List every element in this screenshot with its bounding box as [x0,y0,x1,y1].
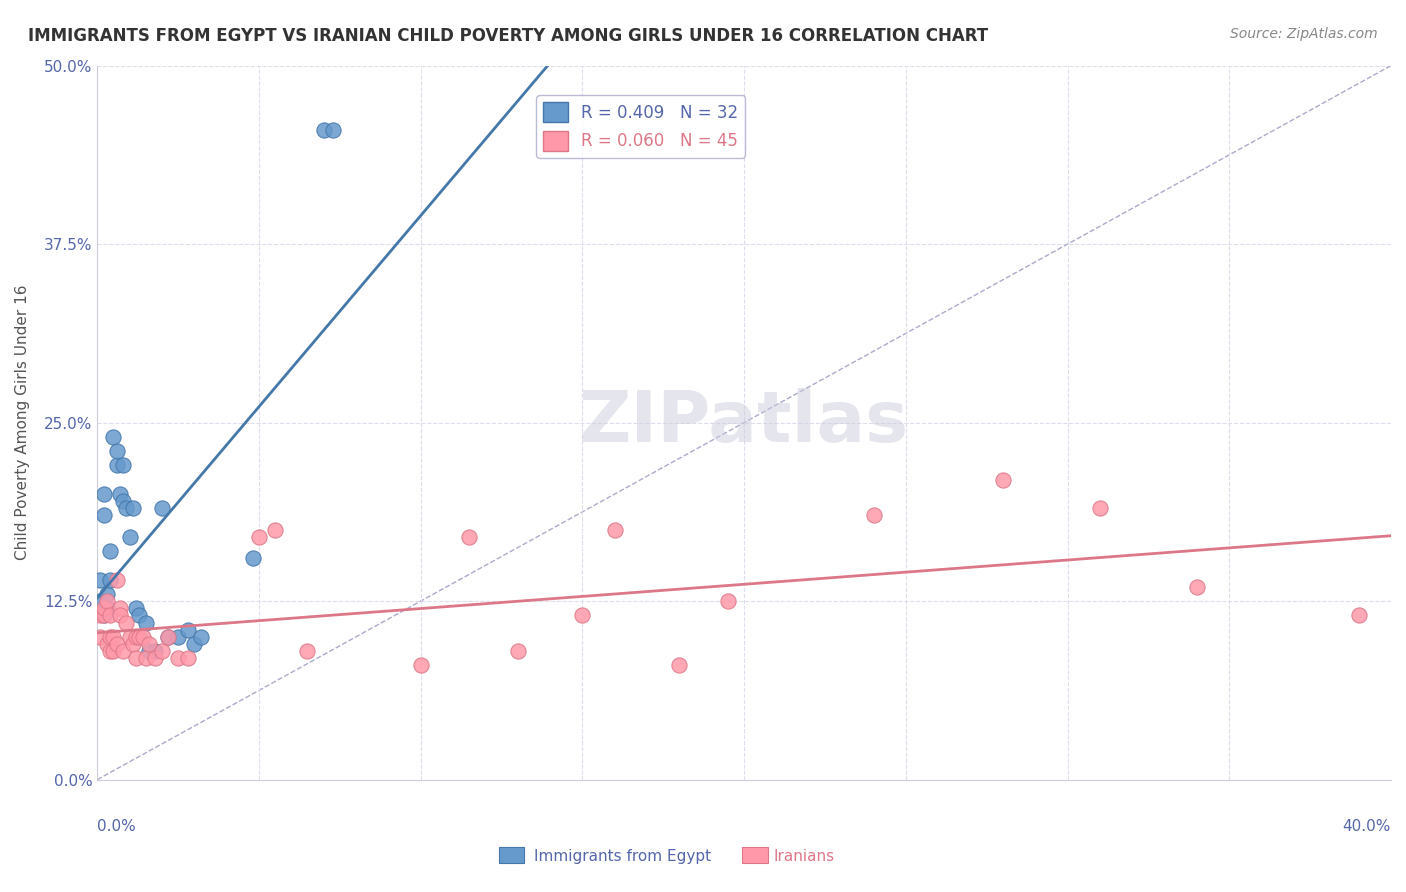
Point [112,644,135,658]
Point [128,608,150,623]
Point [93,487,115,501]
Point [138,644,160,658]
Point [717,594,740,608]
Point [571,608,593,623]
Point [98,630,121,644]
Point [125,630,148,644]
Point [93,608,115,623]
Point [297,644,319,658]
Point [1185,580,1208,594]
Point [96,601,118,615]
Point [157,630,180,644]
Point [157,630,180,644]
Point [603,523,626,537]
Point [115,615,138,630]
Point [668,658,690,673]
Point [105,637,128,651]
Point [98,544,121,558]
Point [991,473,1014,487]
Point [105,458,128,473]
Text: ZIPatlas: ZIPatlas [579,388,910,457]
Point [322,123,344,137]
Point [125,651,148,665]
Point [183,637,205,651]
Point [98,573,121,587]
Point [118,530,141,544]
Text: IMMIGRANTS FROM EGYPT VS IRANIAN CHILD POVERTY AMONG GIRLS UNDER 16 CORRELATION : IMMIGRANTS FROM EGYPT VS IRANIAN CHILD P… [28,27,988,45]
Point [145,651,167,665]
Point [131,630,153,644]
Point [312,123,335,137]
Point [121,637,143,651]
Point [135,651,157,665]
Legend: R = 0.409   N = 32, R = 0.060   N = 45: R = 0.409 N = 32, R = 0.060 N = 45 [536,95,745,158]
Point [93,608,115,623]
Point [93,601,115,615]
Point [112,458,135,473]
Point [98,608,121,623]
Point [118,630,141,644]
Point [105,573,128,587]
Point [108,608,131,623]
Point [135,615,157,630]
Point [1347,608,1369,623]
Point [89,608,111,623]
Point [115,501,138,516]
Text: 40.0%: 40.0% [1343,819,1391,834]
Point [409,658,432,673]
Point [150,501,173,516]
Point [96,594,118,608]
Point [125,601,148,615]
Point [264,523,287,537]
Point [96,587,118,601]
Text: 0.0%: 0.0% [97,819,136,834]
Point [103,430,125,444]
Point [177,651,200,665]
Point [458,530,481,544]
Point [138,637,160,651]
Point [167,630,190,644]
Point [145,644,167,658]
Text: Iranians: Iranians [773,849,834,863]
Point [128,630,150,644]
Point [108,487,131,501]
Text: Source: ZipAtlas.com: Source: ZipAtlas.com [1230,27,1378,41]
Point [105,444,128,458]
Point [506,644,529,658]
Point [89,594,111,608]
Point [96,637,118,651]
Point [103,644,125,658]
Text: Immigrants from Egypt: Immigrants from Egypt [534,849,711,863]
Point [93,508,115,523]
Point [108,601,131,615]
Y-axis label: Child Poverty Among Girls Under 16: Child Poverty Among Girls Under 16 [15,285,30,560]
Point [1088,501,1111,516]
Point [167,651,190,665]
Point [89,630,111,644]
Point [89,573,111,587]
Point [190,630,212,644]
Point [103,630,125,644]
Point [150,644,173,658]
Point [862,508,884,523]
Point [247,530,270,544]
Point [242,551,264,566]
Point [177,623,200,637]
Point [121,501,143,516]
Point [98,644,121,658]
Point [112,494,135,508]
